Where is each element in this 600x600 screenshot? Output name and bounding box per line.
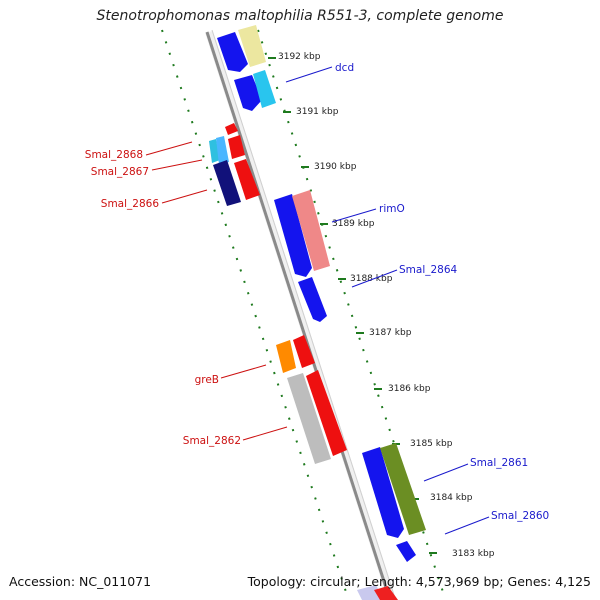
gene-arrow-forward[interactable] bbox=[396, 541, 416, 562]
gene-label-smal-2866[interactable]: Smal_2866 bbox=[101, 198, 160, 210]
gene-label-smal-2868[interactable]: Smal_2868 bbox=[85, 149, 143, 161]
tick-label: 3191 kbp bbox=[296, 107, 339, 117]
gene-label-dcd[interactable]: dcd bbox=[335, 62, 354, 74]
accession-text: Accession: NC_011071 bbox=[9, 574, 152, 589]
gene-arrow-reverse[interactable] bbox=[293, 335, 315, 368]
gene-arrow-forward[interactable] bbox=[298, 277, 327, 322]
gene-arrow-reverse[interactable] bbox=[228, 135, 245, 159]
gene-arrow-forward[interactable] bbox=[374, 586, 398, 600]
gene-arrow-forward[interactable] bbox=[357, 585, 384, 600]
gene-arrow-reverse[interactable] bbox=[216, 136, 229, 165]
gene-arrow-reverse[interactable] bbox=[234, 159, 260, 200]
forward-genes bbox=[217, 25, 426, 600]
gene-arrow-reverse[interactable] bbox=[287, 373, 331, 464]
gene-arrow-reverse[interactable] bbox=[209, 139, 220, 163]
gene-label-smal-2860[interactable]: Smal_2860 bbox=[491, 510, 549, 522]
forward-gene-labels: dcd rimO Smal_2864 Smal_2861 Smal_2860 bbox=[285, 62, 549, 535]
tick-label: 3188 kbp bbox=[350, 274, 393, 284]
gene-arrow-reverse[interactable] bbox=[276, 340, 296, 373]
gene-label-greb[interactable]: greB bbox=[195, 374, 219, 386]
gene-label-rimO[interactable]: rimO bbox=[379, 203, 405, 215]
gene-arrow-reverse[interactable] bbox=[306, 370, 347, 456]
tick-label: 3185 kbp bbox=[410, 439, 453, 449]
tick-label: 3183 kbp bbox=[452, 549, 495, 559]
reverse-gene-labels: Smal_2868 Smal_2867 Smal_2866 greB Smal_… bbox=[85, 141, 288, 447]
gene-arrow-forward[interactable] bbox=[217, 32, 248, 72]
gene-label-smal-2864[interactable]: Smal_2864 bbox=[399, 264, 458, 276]
ruler: 3192 kbp 3191 kbp 3190 kbp 3189 kbp 3188… bbox=[268, 52, 495, 559]
tick-label: 3186 kbp bbox=[388, 384, 431, 394]
gene-arrow-forward[interactable] bbox=[274, 194, 312, 277]
gene-arrow-forward[interactable] bbox=[292, 190, 330, 271]
tick-label: 3192 kbp bbox=[278, 52, 321, 62]
tick-label: 3189 kbp bbox=[332, 219, 375, 229]
gene-label-smal-2862[interactable]: Smal_2862 bbox=[183, 435, 241, 447]
gene-arrow-forward[interactable] bbox=[380, 443, 426, 535]
gene-arrow-forward[interactable] bbox=[234, 75, 262, 111]
tick-label: 3184 kbp bbox=[430, 493, 473, 503]
gene-arrow-reverse[interactable] bbox=[213, 160, 241, 206]
tick-label: 3190 kbp bbox=[314, 162, 357, 172]
gene-arrow-forward[interactable] bbox=[238, 25, 266, 67]
backbone bbox=[205, 29, 396, 600]
gene-arrow-forward[interactable] bbox=[362, 447, 404, 538]
gene-arrow-reverse[interactable] bbox=[225, 123, 238, 135]
gene-arrow-forward[interactable] bbox=[253, 70, 276, 108]
reverse-genes bbox=[209, 123, 347, 464]
genome-summary-text: Topology: circular; Length: 4,573,969 bp… bbox=[247, 574, 591, 589]
gene-label-smal-2867[interactable]: Smal_2867 bbox=[91, 166, 149, 178]
tick-label: 3187 kbp bbox=[369, 328, 412, 338]
gene-label-smal-2861[interactable]: Smal_2861 bbox=[470, 457, 528, 469]
map-title: Stenotrophomonas maltophilia R551-3, com… bbox=[96, 8, 504, 24]
